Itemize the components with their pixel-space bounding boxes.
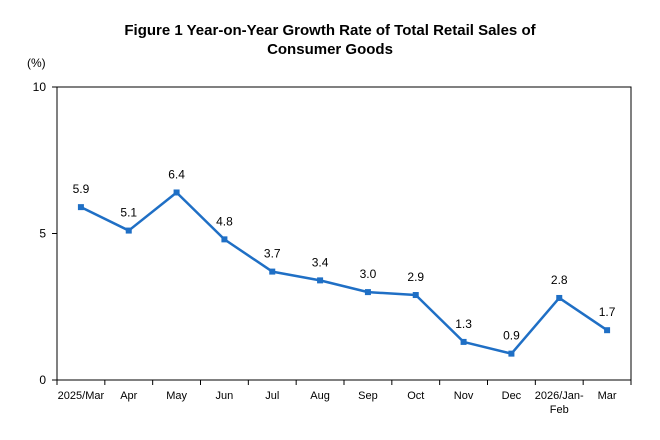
data-label: 5.1 (120, 206, 137, 220)
data-point (412, 292, 419, 299)
data-label: 3.4 (312, 255, 329, 269)
data-point (460, 338, 467, 345)
data-label: 4.8 (216, 214, 233, 228)
data-point (269, 268, 276, 275)
x-tick-label: 2025/Mar (58, 390, 105, 402)
data-point (556, 294, 563, 301)
plot-frame (56, 86, 632, 381)
data-point (173, 189, 180, 196)
chart-title: Figure 1 Year-on-Year Growth Rate of Tot… (0, 21, 660, 59)
data-label: 3.7 (264, 247, 281, 261)
data-label: 1.7 (599, 305, 616, 319)
x-tick-label: Mar (598, 390, 617, 402)
chart-title-line-2: Consumer Goods (267, 41, 393, 58)
x-tick-label: Aug (310, 390, 330, 402)
data-point (125, 227, 132, 234)
y-unit-label: (%) (27, 56, 46, 70)
x-tick-label: Dec (502, 390, 522, 402)
data-point (508, 350, 515, 357)
x-tick-label: Apr (120, 390, 137, 402)
x-tick-label: Sep (358, 390, 378, 402)
data-label: 5.9 (73, 182, 90, 196)
data-point (221, 236, 228, 243)
data-label: 0.9 (503, 329, 520, 343)
data-label: 2.8 (551, 273, 568, 287)
y-tick-label: 10 (33, 80, 47, 94)
data-point (604, 327, 611, 334)
data-label: 1.3 (455, 317, 472, 331)
x-tick-label: 2026/Jan-Feb (535, 390, 584, 416)
x-tick-label: Nov (454, 390, 474, 402)
x-tick-label: Jun (216, 390, 234, 402)
data-point (77, 204, 84, 211)
y-tick-label: 0 (39, 373, 46, 387)
chart-title-line-1: Figure 1 Year-on-Year Growth Rate of Tot… (124, 22, 536, 39)
y-tick-label: 5 (39, 227, 46, 241)
series-line (80, 191, 608, 355)
data-label: 6.4 (168, 167, 185, 181)
x-tick-label: Oct (407, 390, 424, 402)
x-tick-label: Jul (265, 390, 279, 402)
data-label: 3.0 (360, 267, 377, 281)
data-point (317, 277, 324, 284)
data-point (364, 289, 371, 296)
x-tick-label: May (166, 390, 187, 402)
data-label: 2.9 (407, 270, 424, 284)
